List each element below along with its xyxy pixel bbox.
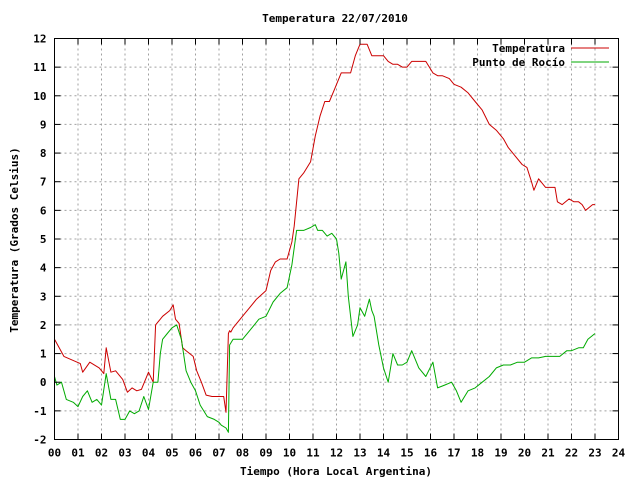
x-tick-label: 03 — [118, 447, 131, 460]
legend-label: Punto de Rocío — [472, 56, 565, 69]
x-tick-label: 22 — [565, 447, 578, 460]
series-lines — [54, 43, 596, 433]
y-tick-label: 3 — [40, 290, 47, 303]
x-tick-label: 11 — [306, 447, 320, 460]
y-tick-label: 5 — [40, 233, 47, 246]
y-tick-label: 8 — [40, 147, 47, 160]
x-tick-label: 19 — [494, 447, 507, 460]
x-tick-label: 15 — [400, 447, 413, 460]
y-tick-label: 11 — [33, 61, 47, 74]
x-tick-label: 16 — [424, 447, 438, 460]
y-tick-label: -1 — [33, 405, 47, 418]
y-tick-label: 9 — [40, 118, 47, 131]
y-tick-label: 4 — [40, 262, 47, 275]
x-tick-label: 09 — [259, 447, 272, 460]
x-tick-label: 01 — [71, 447, 85, 460]
axis-ticks — [54, 38, 619, 440]
x-tick-label: 14 — [377, 447, 391, 460]
x-tick-label: 05 — [165, 447, 178, 460]
x-axis-label: Tiempo (Hora Local Argentina) — [240, 465, 432, 478]
x-tick-label: 00 — [48, 447, 61, 460]
x-axis-tick-labels: 00 01 02 03 04 05 06 07 08 09 10 11 12 13 14 15 16 17 18 19… — [48, 447, 626, 460]
y-axis-label: Temperatura (Grados Celsius) — [8, 147, 21, 332]
y-tick-label: 1 — [40, 348, 47, 361]
x-tick-label: 06 — [189, 447, 203, 460]
x-tick-label: 10 — [283, 447, 296, 460]
y-tick-label: 12 — [33, 33, 46, 46]
y-tick-label: 6 — [40, 204, 47, 217]
x-tick-label: 04 — [142, 447, 156, 460]
legend-label: Temperatura — [492, 42, 565, 55]
x-tick-label: 08 — [236, 447, 249, 460]
x-tick-label: 02 — [95, 447, 108, 460]
x-tick-label: 21 — [541, 447, 555, 460]
x-tick-label: 24 — [612, 447, 626, 460]
y-tick-label: 0 — [40, 376, 47, 389]
grid-lines — [54, 38, 619, 440]
y-tick-label: 7 — [40, 176, 47, 189]
y-tick-label: -2 — [33, 434, 46, 447]
series-line-punto-de-rocio — [54, 224, 596, 433]
chart-title: Temperatura 22/07/2010 — [262, 12, 408, 25]
x-tick-label: 13 — [353, 447, 366, 460]
y-tick-label: 10 — [33, 90, 46, 103]
x-tick-label: 07 — [212, 447, 225, 460]
y-tick-label: 2 — [40, 319, 47, 332]
x-tick-label: 20 — [518, 447, 531, 460]
series-line-temperatura — [54, 43, 595, 413]
x-tick-label: 12 — [330, 447, 343, 460]
x-tick-label: 17 — [447, 447, 460, 460]
x-tick-label: 23 — [588, 447, 601, 460]
x-tick-label: 18 — [471, 447, 484, 460]
